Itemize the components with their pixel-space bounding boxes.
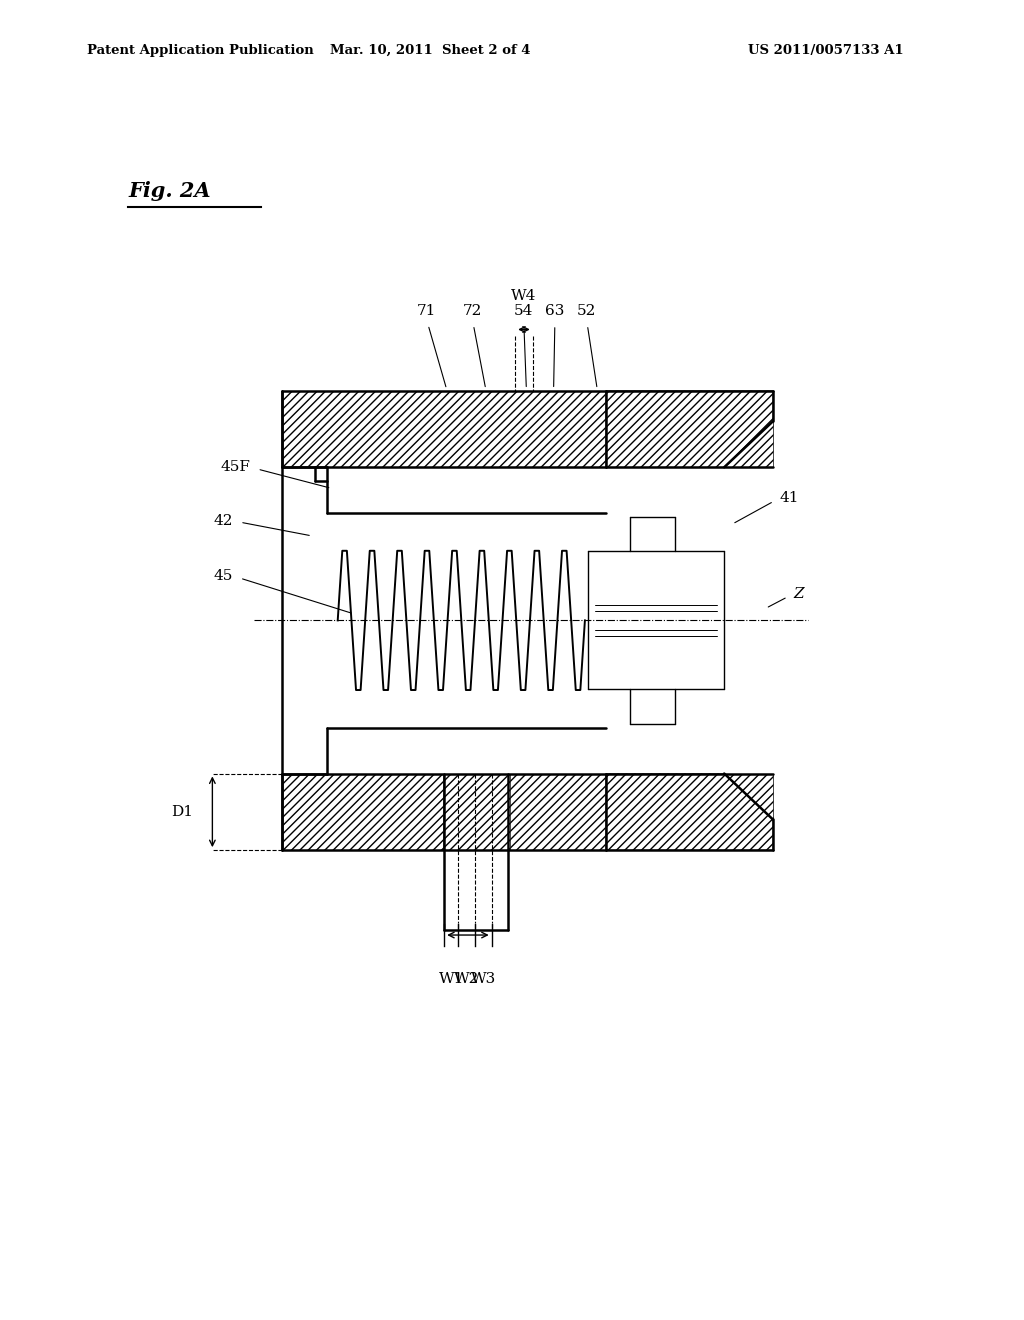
Text: W2: W2: [454, 972, 479, 986]
Text: 71: 71: [417, 304, 436, 318]
Bar: [282, 774, 606, 850]
Text: W1: W1: [438, 972, 464, 986]
Text: 45F: 45F: [221, 461, 251, 474]
Text: 45: 45: [214, 569, 233, 583]
Text: W4: W4: [511, 289, 537, 304]
Bar: [606, 774, 773, 850]
Text: US 2011/0057133 A1: US 2011/0057133 A1: [748, 44, 903, 57]
Bar: [442, 774, 510, 850]
Text: Z: Z: [794, 586, 805, 601]
Bar: [606, 391, 773, 467]
Text: Fig. 2A: Fig. 2A: [128, 181, 211, 201]
Text: W3: W3: [471, 972, 496, 986]
Text: 52: 52: [577, 304, 596, 318]
Text: 54: 54: [514, 304, 534, 318]
Polygon shape: [606, 774, 773, 850]
Text: 72: 72: [463, 304, 482, 318]
Text: 41: 41: [780, 491, 800, 506]
Text: 42: 42: [214, 513, 233, 528]
Polygon shape: [606, 391, 773, 467]
Text: 63: 63: [545, 304, 564, 318]
Text: D1: D1: [172, 805, 194, 818]
Text: Mar. 10, 2011  Sheet 2 of 4: Mar. 10, 2011 Sheet 2 of 4: [330, 44, 530, 57]
Text: Patent Application Publication: Patent Application Publication: [87, 44, 313, 57]
Bar: [282, 391, 606, 467]
